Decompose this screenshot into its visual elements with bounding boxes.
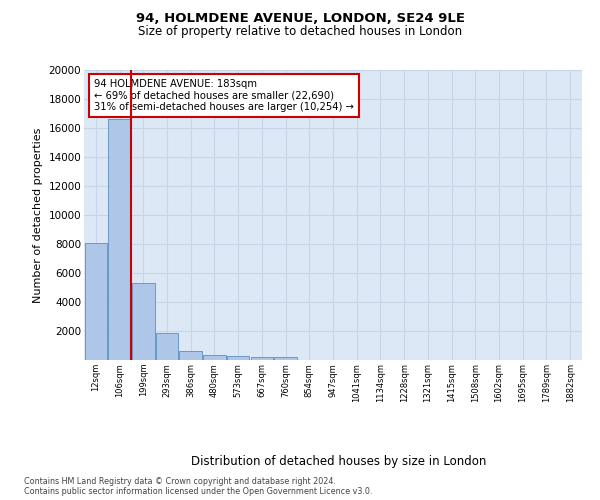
Bar: [132, 283, 155, 360]
Text: Contains public sector information licensed under the Open Government Licence v3: Contains public sector information licen…: [24, 488, 373, 496]
Bar: [85, 242, 107, 360]
Text: Distribution of detached houses by size in London: Distribution of detached houses by size …: [191, 454, 487, 468]
Bar: [274, 358, 297, 360]
Bar: [156, 333, 178, 360]
Bar: [179, 350, 202, 360]
Bar: [109, 120, 131, 360]
Bar: [203, 355, 226, 360]
Text: Contains HM Land Registry data © Crown copyright and database right 2024.: Contains HM Land Registry data © Crown c…: [24, 478, 336, 486]
Text: Size of property relative to detached houses in London: Size of property relative to detached ho…: [138, 25, 462, 38]
Text: 94 HOLMDENE AVENUE: 183sqm
← 69% of detached houses are smaller (22,690)
31% of : 94 HOLMDENE AVENUE: 183sqm ← 69% of deta…: [94, 78, 354, 112]
Bar: [227, 356, 250, 360]
Y-axis label: Number of detached properties: Number of detached properties: [33, 128, 43, 302]
Bar: [251, 357, 273, 360]
Text: 94, HOLMDENE AVENUE, LONDON, SE24 9LE: 94, HOLMDENE AVENUE, LONDON, SE24 9LE: [136, 12, 464, 26]
